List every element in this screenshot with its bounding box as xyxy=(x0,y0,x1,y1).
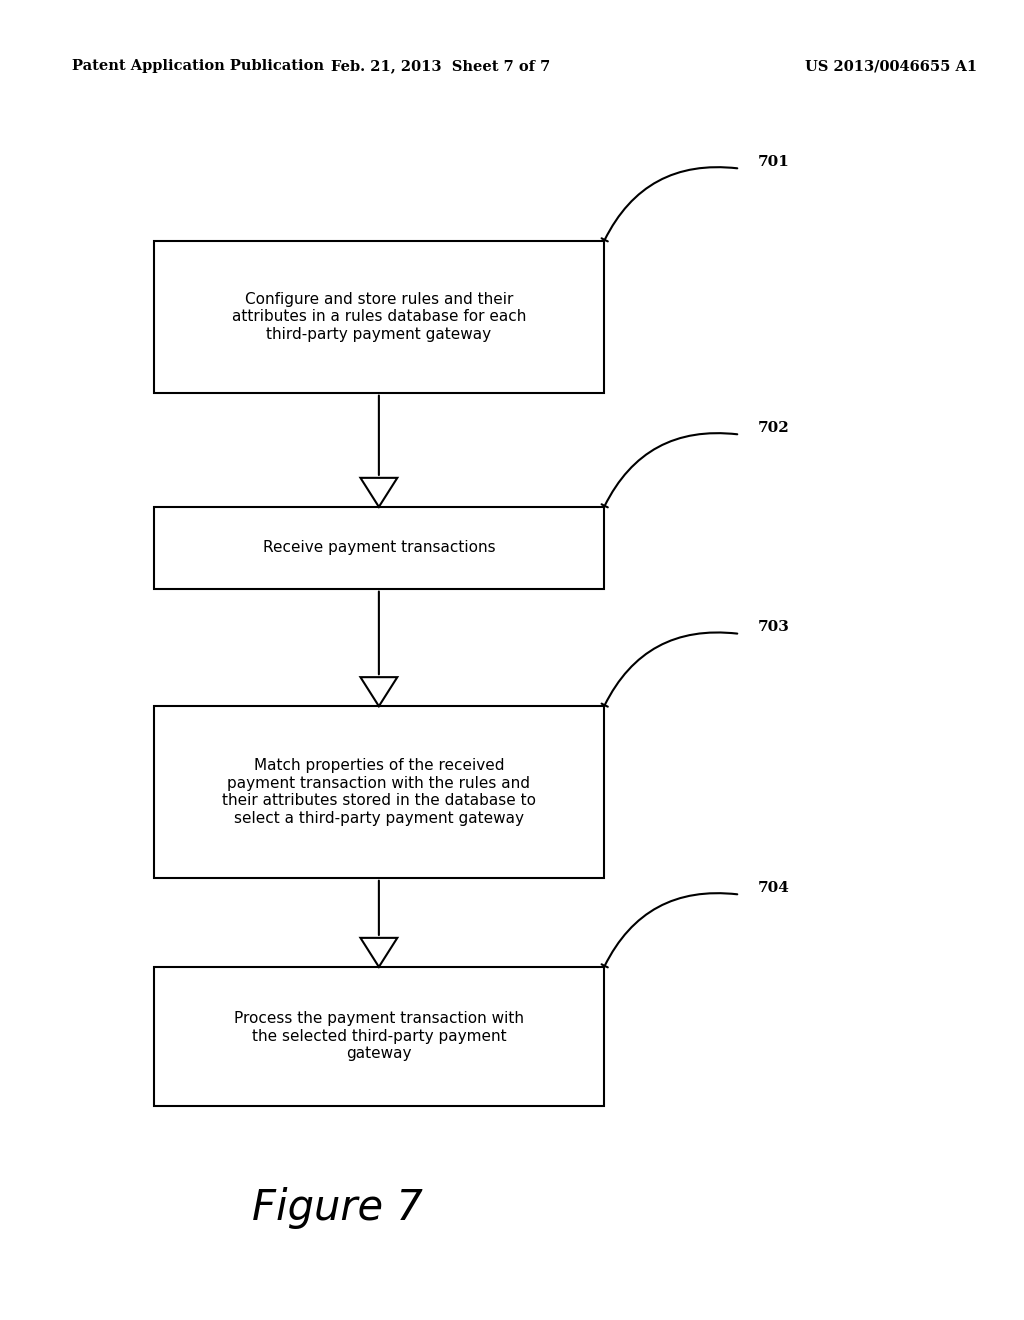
Bar xyxy=(154,507,604,589)
Text: Receive payment transactions: Receive payment transactions xyxy=(262,540,496,556)
Text: Feb. 21, 2013  Sheet 7 of 7: Feb. 21, 2013 Sheet 7 of 7 xyxy=(331,59,550,74)
Text: Configure and store rules and their
attributes in a rules database for each
thir: Configure and store rules and their attr… xyxy=(231,292,526,342)
Text: Patent Application Publication: Patent Application Publication xyxy=(72,59,324,74)
Text: 701: 701 xyxy=(758,154,790,169)
Bar xyxy=(154,706,604,878)
Text: Process the payment transaction with
the selected third-party payment
gateway: Process the payment transaction with the… xyxy=(233,1011,524,1061)
Text: Match properties of the received
payment transaction with the rules and
their at: Match properties of the received payment… xyxy=(222,759,536,825)
Polygon shape xyxy=(360,478,397,507)
Text: 704: 704 xyxy=(758,880,790,895)
Polygon shape xyxy=(360,937,397,966)
Text: Figure 7: Figure 7 xyxy=(253,1187,423,1229)
Text: US 2013/0046655 A1: US 2013/0046655 A1 xyxy=(805,59,977,74)
Bar xyxy=(154,240,604,393)
Polygon shape xyxy=(360,677,397,706)
Bar xyxy=(154,966,604,1106)
Text: 703: 703 xyxy=(758,620,790,634)
Text: 702: 702 xyxy=(758,421,790,434)
